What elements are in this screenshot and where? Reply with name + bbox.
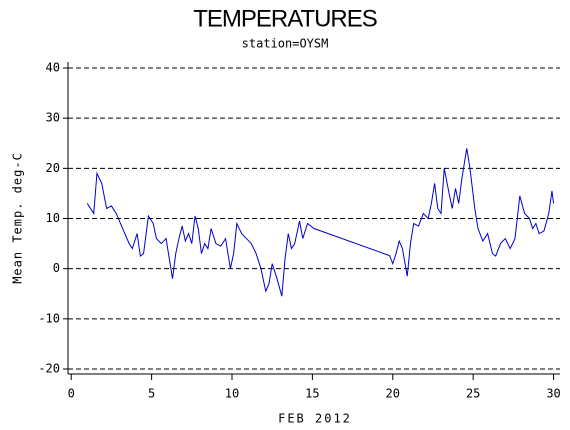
y-tick-label: -20 xyxy=(38,361,60,375)
y-axis-label: Mean Temp. deg-C xyxy=(11,152,25,284)
x-tick-label: 30 xyxy=(546,387,560,401)
y-tick-label: -10 xyxy=(38,311,60,325)
y-tick-label: 0 xyxy=(53,261,60,275)
x-tick-label: 5 xyxy=(148,387,155,401)
y-tick-label: 20 xyxy=(46,161,60,175)
y-tick-label: 30 xyxy=(46,111,60,125)
x-tick-label: 15 xyxy=(305,387,319,401)
y-tick-label: 40 xyxy=(46,61,60,75)
x-axis-label: FEB 2012 xyxy=(278,412,352,426)
x-tick-label: 20 xyxy=(386,387,400,401)
line-series xyxy=(86,148,555,297)
y-tick-label: 10 xyxy=(46,211,60,225)
x-tick-label: 25 xyxy=(466,387,480,401)
chart-title: TEMPERATURES xyxy=(193,5,377,32)
x-tick-label: 0 xyxy=(68,387,75,401)
chart-subtitle: station=OYSM xyxy=(242,37,329,51)
x-tick-label: 10 xyxy=(225,387,239,401)
